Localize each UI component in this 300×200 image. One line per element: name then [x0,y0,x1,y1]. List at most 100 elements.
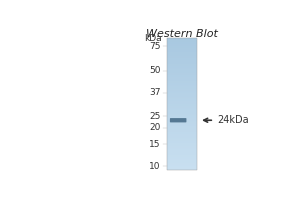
Bar [167,67,197,68]
Bar [167,129,197,130]
Bar [167,66,197,67]
Bar [167,106,197,107]
Bar [167,158,197,159]
Bar [167,101,197,102]
Bar [167,149,197,150]
Bar [167,118,197,119]
Bar [167,151,197,152]
Bar [167,108,197,109]
Bar [167,110,197,111]
Text: 50: 50 [149,66,161,75]
Bar [167,40,197,41]
Text: 37: 37 [149,88,161,97]
Bar [167,54,197,55]
Bar [167,80,197,81]
Bar [167,115,197,116]
Bar [167,157,197,158]
Bar [167,60,197,61]
Bar [167,57,197,58]
Bar [167,78,197,79]
Bar [167,166,197,167]
Bar [167,52,197,53]
Text: Western Blot: Western Blot [146,29,218,39]
Bar [167,122,197,123]
Bar [167,88,197,89]
Bar [167,114,197,115]
Bar [167,39,197,40]
Bar [167,71,197,72]
Bar [167,162,197,163]
Bar [167,127,197,128]
Bar [167,128,197,129]
Bar [167,77,197,78]
Bar [167,64,197,65]
Bar [167,100,197,101]
Bar [167,90,197,91]
Bar [167,126,197,127]
Bar [167,50,197,51]
Bar [167,135,197,136]
Bar [167,62,197,63]
Bar [167,144,197,145]
Bar [167,55,197,56]
Bar [167,116,197,117]
Bar [167,161,197,162]
Bar [167,53,197,54]
Bar [167,97,197,98]
Text: 15: 15 [149,140,161,149]
Bar [167,136,197,137]
Text: kDa: kDa [144,34,162,43]
Bar [167,61,197,62]
Bar [167,68,197,69]
Bar [167,121,197,122]
Bar [167,70,197,71]
Bar [167,156,197,157]
Bar [167,79,197,80]
Bar [167,132,197,133]
Bar [167,107,197,108]
Bar [167,45,197,46]
Bar [167,138,197,139]
Bar [167,125,197,126]
Bar [167,105,197,106]
FancyBboxPatch shape [170,118,186,122]
Bar [167,124,197,125]
Bar [167,92,197,93]
Bar [167,47,197,48]
Bar [167,46,197,47]
Bar [167,43,197,44]
Bar [167,112,197,113]
Text: 10: 10 [149,162,161,171]
Bar [167,63,197,64]
Bar [167,48,197,49]
Bar [167,153,197,154]
Bar [167,140,197,141]
Bar [167,74,197,75]
Bar [167,119,197,120]
Bar [167,131,197,132]
Bar [167,94,197,95]
Bar [167,120,197,121]
Bar [167,142,197,143]
Bar [167,159,197,160]
Bar [167,146,197,147]
Bar [167,56,197,57]
Bar [167,155,197,156]
Bar [167,99,197,100]
Bar [167,165,197,166]
Bar [167,42,197,43]
Bar [167,154,197,155]
Text: 24kDa: 24kDa [218,115,249,125]
Bar [167,167,197,168]
Bar [167,76,197,77]
Bar [167,123,197,124]
Bar [167,163,197,164]
Bar [167,145,197,146]
Text: 20: 20 [149,123,161,132]
Bar [167,81,197,82]
Bar [167,59,197,60]
Bar [167,148,197,149]
Bar [167,96,197,97]
Bar [167,87,197,88]
Bar [167,130,197,131]
